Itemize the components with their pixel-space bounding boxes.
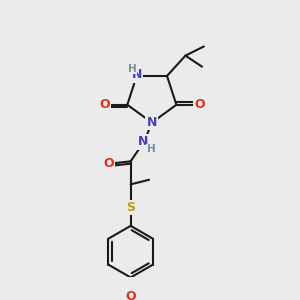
Text: O: O [99, 98, 110, 111]
Text: O: O [194, 98, 205, 111]
Text: N: N [137, 136, 148, 148]
Text: N: N [131, 68, 142, 82]
Text: S: S [126, 201, 135, 214]
Text: H: H [128, 64, 136, 74]
Text: H: H [146, 144, 155, 154]
Text: N: N [147, 116, 157, 129]
Text: O: O [125, 290, 136, 300]
Text: O: O [103, 157, 114, 170]
